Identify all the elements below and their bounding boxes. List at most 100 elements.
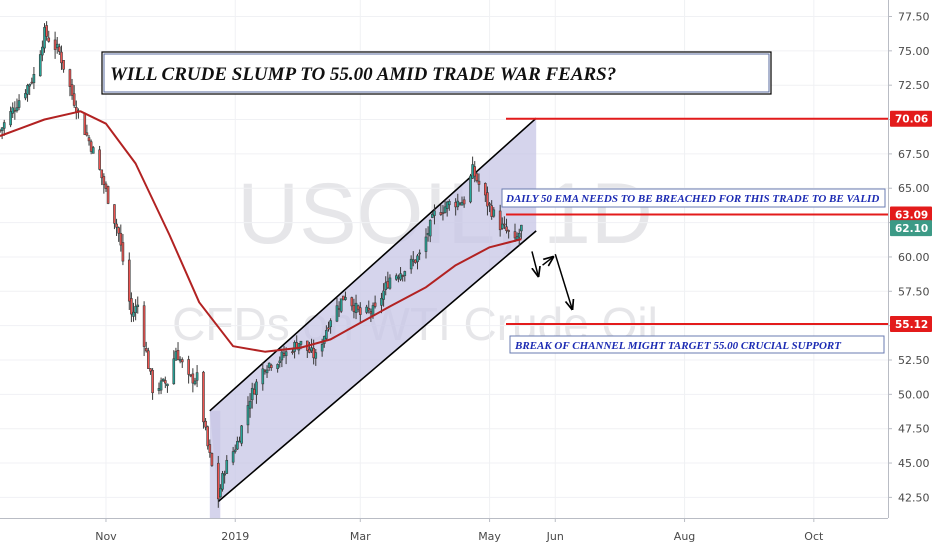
candle-body: [45, 25, 48, 37]
candle-body: [380, 298, 383, 306]
candle-body: [473, 166, 477, 177]
price-tag: 55.12: [890, 315, 932, 332]
candle-body: [134, 306, 137, 314]
candle-body: [32, 73, 36, 84]
candle-body: [91, 147, 95, 154]
projection-arrow: [532, 251, 538, 276]
price-tag-box: [890, 110, 932, 127]
candle-body: [358, 307, 362, 315]
candle-body: [454, 202, 457, 208]
price-tag: 62.10: [890, 220, 932, 237]
candle-body: [55, 43, 59, 48]
price-tag-box: [890, 206, 932, 223]
candle-body: [115, 223, 118, 228]
candle-body: [41, 46, 44, 56]
time-axis-background: [0, 518, 932, 550]
candle-body: [26, 84, 29, 95]
candle-body: [113, 204, 116, 224]
candle-body: [221, 473, 224, 490]
candle-body: [144, 348, 148, 352]
candle-body: [60, 51, 63, 64]
candle-body: [293, 342, 296, 352]
candle-body: [195, 372, 199, 381]
price-axis[interactable]: 42.5045.0047.5050.0052.5055.0057.5060.00…: [888, 0, 932, 550]
candle-body: [382, 290, 385, 300]
candle-body: [325, 329, 328, 339]
candle-body: [106, 186, 110, 204]
candle-body: [443, 206, 447, 213]
candle-body: [127, 259, 131, 302]
candle-body: [433, 210, 436, 216]
price-tag-label: 70.06: [895, 114, 928, 126]
candle-body: [225, 459, 229, 474]
candle-body: [30, 81, 34, 84]
price-axis-background: [888, 0, 932, 550]
candle-body: [246, 405, 250, 426]
candle-body: [58, 46, 61, 52]
candle-body: [337, 308, 341, 310]
candle-body: [462, 199, 466, 205]
candle-body: [488, 203, 491, 206]
candle-body: [2, 122, 6, 129]
candle-body: [233, 449, 237, 452]
candle-body: [87, 137, 91, 142]
candle-body: [68, 69, 72, 87]
candle-body: [104, 183, 108, 189]
price-tag-label: 63.09: [895, 209, 928, 221]
price-tick-label: 65.00: [898, 182, 930, 195]
channel-base-fill: [209, 410, 221, 518]
candle-body: [180, 359, 184, 363]
projection-arrow: [542, 257, 554, 265]
candle-body: [253, 389, 256, 395]
candle-body: [344, 297, 347, 300]
candle-body: [411, 259, 415, 262]
candle-body: [350, 297, 354, 307]
horizontal-levels[interactable]: [506, 117, 888, 325]
candle-body: [280, 351, 284, 361]
candle-body: [231, 451, 235, 463]
price-tag-label: 62.10: [895, 223, 928, 235]
ema-note-text: DAILY 50 EMA NEEDS TO BE BREACHED FOR TH…: [505, 193, 879, 205]
candle-body: [210, 453, 214, 466]
candle-body: [498, 210, 502, 231]
candle-body: [15, 107, 19, 112]
candle-body: [223, 473, 226, 476]
candle-body: [327, 327, 330, 330]
candle-body: [486, 192, 489, 207]
candle-body: [119, 232, 123, 246]
candle-body: [484, 183, 487, 196]
candle-body: [11, 107, 15, 114]
candle-body: [206, 426, 209, 447]
ema-50-path: [0, 110, 522, 353]
candle-body: [157, 388, 161, 391]
break-note-border: [509, 335, 885, 354]
candle-body: [515, 236, 519, 240]
candle-body: [132, 311, 135, 317]
candle-body: [208, 444, 212, 453]
candle-body: [100, 169, 104, 179]
time-axis[interactable]: Nov 2019 Mar May Jun Aug Oct: [0, 518, 932, 550]
candle-body: [342, 295, 345, 301]
candle-body: [414, 259, 417, 263]
chart-title: WILL CRUDE SLUMP TO 55.00 AMID TRADE WAR…: [110, 64, 616, 85]
candle-body: [98, 149, 101, 170]
candle-body: [371, 305, 375, 317]
candle-body: [159, 380, 163, 391]
candle-body: [9, 111, 12, 126]
candle-body: [492, 209, 496, 217]
candle-body: [166, 383, 169, 387]
candle-body: [339, 298, 343, 312]
projection-arrow: [554, 253, 572, 309]
candle-body: [310, 347, 313, 352]
candle-body: [458, 202, 462, 205]
candle-body: [384, 282, 388, 290]
candle-body: [490, 205, 493, 217]
price-tags: 70.06 63.09 62.10 55.12: [890, 110, 932, 332]
candle-body: [89, 141, 93, 152]
candle-body: [43, 27, 46, 49]
ema-note-border: [501, 188, 886, 208]
price-tick-label: 52.50: [898, 354, 930, 367]
candle-body: [176, 349, 180, 361]
